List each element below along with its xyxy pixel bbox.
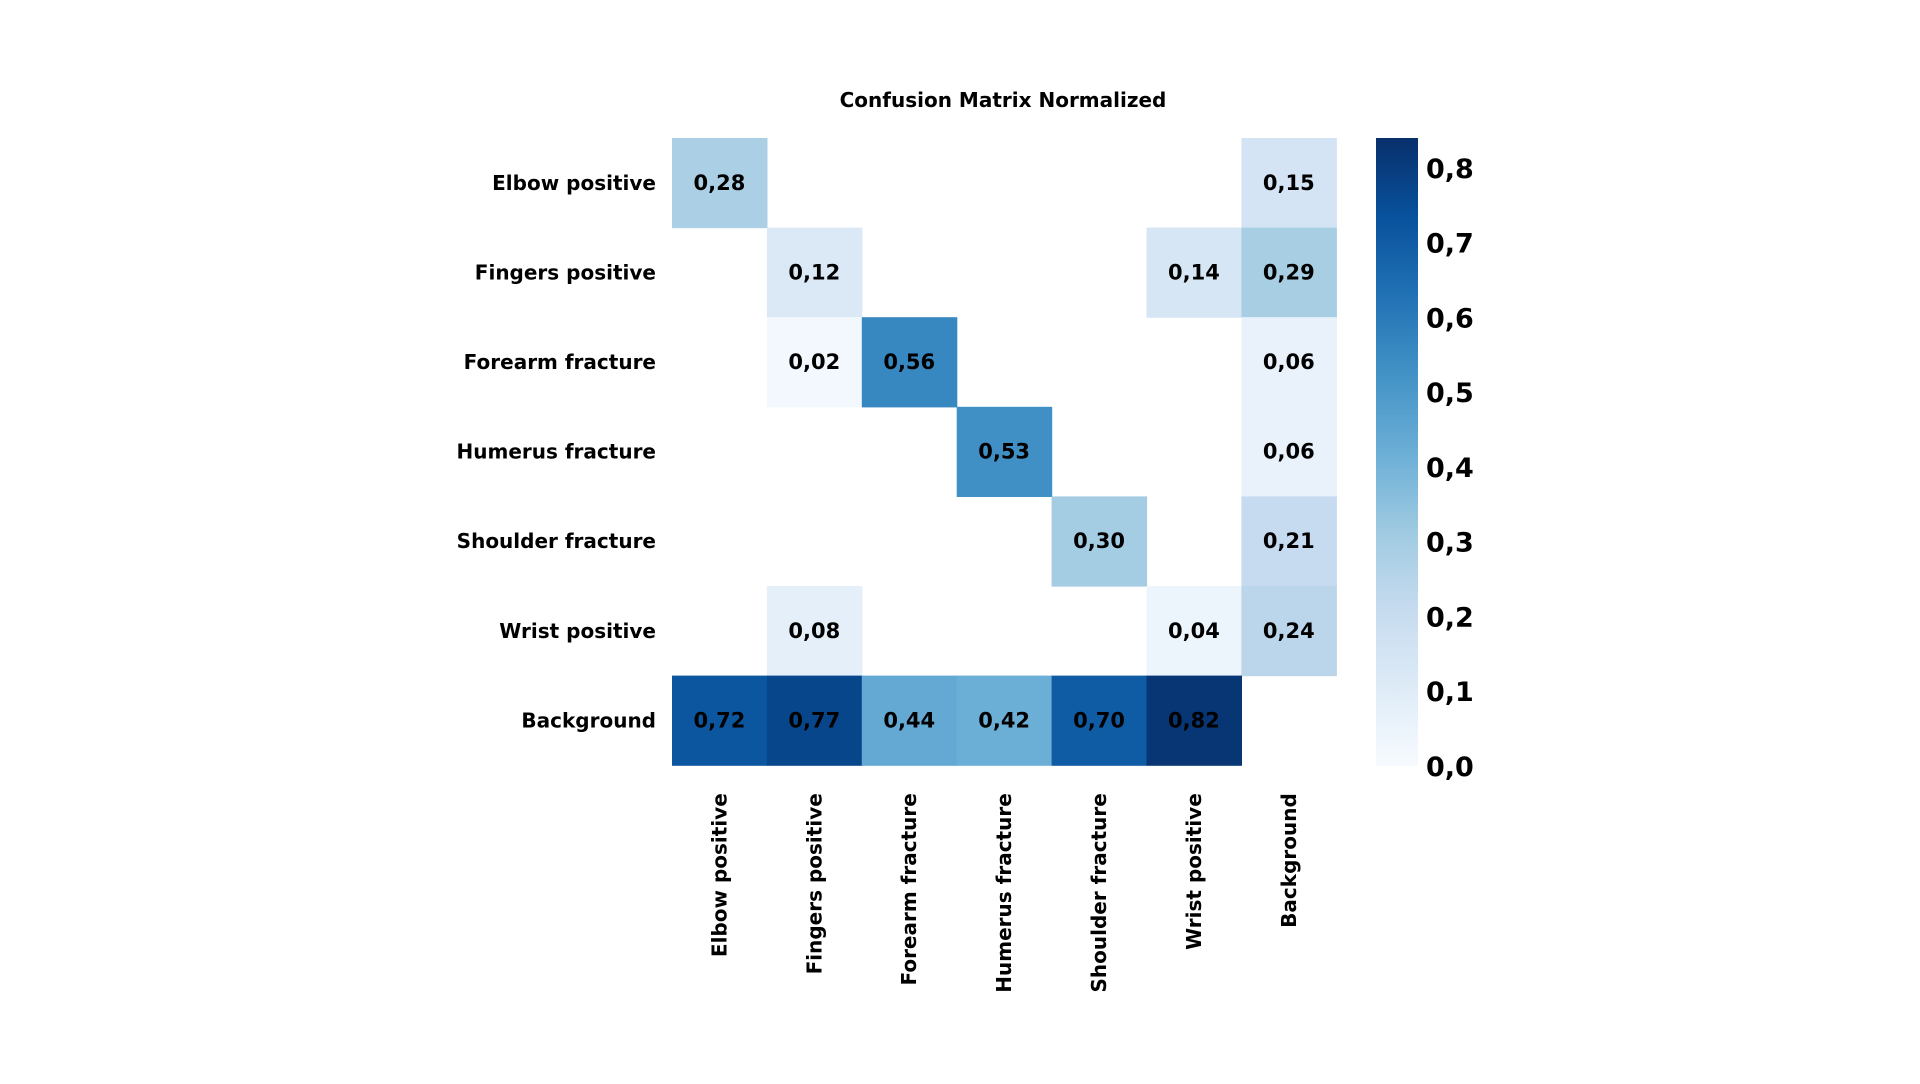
cell-value-label: 0,28 bbox=[694, 171, 746, 195]
column-label-shoulder-fracture: Shoulder fracture bbox=[1087, 793, 1111, 992]
cell-value-label: 0,12 bbox=[788, 260, 840, 284]
row-label-wrist-positive: Wrist positive bbox=[499, 619, 656, 643]
heatmap-cell-forearm-fracture-background bbox=[1241, 317, 1337, 408]
colorbar-ticks: 0,0 0,1 0,2 0,3 0,4 0,5 0,6 0,7 0,8 bbox=[1426, 154, 1474, 783]
cell-value-label: 0,14 bbox=[1168, 260, 1220, 284]
heatmap-cell-forearm-fracture-forearm-fracture bbox=[861, 317, 958, 408]
row-label-fingers-positive: Fingers positive bbox=[475, 260, 656, 284]
column-label-fingers-positive: Fingers positive bbox=[802, 793, 826, 974]
column-labels: Elbow positive Fingers positive Forearm fr… bbox=[707, 793, 1300, 993]
cell-value-label: 0,72 bbox=[694, 708, 746, 732]
colorbar-tick-label: 0,6 bbox=[1426, 303, 1474, 334]
cell-value-label: 0,24 bbox=[1263, 619, 1315, 643]
colorbar bbox=[1376, 138, 1418, 766]
column-label-forearm-fracture: Forearm fracture bbox=[897, 793, 921, 985]
row-labels: Elbow positive Fingers positive Forearm fr… bbox=[457, 171, 657, 733]
cell-value-label: 0,82 bbox=[1168, 708, 1220, 732]
colorbar-tick-label: 0,8 bbox=[1426, 154, 1474, 185]
heatmap-cell-humerus-fracture-background bbox=[1241, 406, 1337, 497]
cell-value-label: 0,21 bbox=[1263, 529, 1315, 553]
column-label-wrist-positive: Wrist positive bbox=[1182, 793, 1206, 950]
column-label-humerus-fracture: Humerus fracture bbox=[992, 793, 1016, 993]
cell-value-label: 0,77 bbox=[788, 708, 840, 732]
heatmap-cell-background-wrist-positive bbox=[1146, 675, 1242, 766]
heatmap-cell-fingers-positive-background bbox=[1241, 227, 1337, 318]
heatmap-cell-background-elbow-positive bbox=[672, 675, 768, 766]
cell-value-label: 0,42 bbox=[978, 708, 1030, 732]
cell-value-label: 0,44 bbox=[883, 708, 935, 732]
cell-value-label: 0,29 bbox=[1263, 260, 1315, 284]
heatmap-cell-wrist-positive-wrist-positive bbox=[1146, 586, 1242, 677]
row-label-shoulder-fracture: Shoulder fracture bbox=[457, 529, 656, 553]
cell-value-label: 0,70 bbox=[1073, 708, 1125, 732]
colorbar-tick-label: 0,3 bbox=[1426, 528, 1474, 559]
colorbar-tick-label: 0,7 bbox=[1426, 229, 1474, 260]
heatmap-cells bbox=[672, 138, 1337, 766]
row-label-forearm-fracture: Forearm fracture bbox=[464, 350, 656, 374]
cell-value-label: 0,15 bbox=[1263, 171, 1315, 195]
heatmap-cell-fingers-positive-fingers-positive bbox=[766, 227, 863, 318]
colorbar-tick-label: 0,5 bbox=[1426, 378, 1474, 409]
cell-value-label: 0,06 bbox=[1263, 440, 1315, 464]
heatmap-cell-background-fingers-positive bbox=[766, 675, 863, 766]
chart-title: Confusion Matrix Normalized bbox=[840, 88, 1167, 112]
cell-value-label: 0,30 bbox=[1073, 529, 1125, 553]
colorbar-tick-label: 0,2 bbox=[1426, 602, 1474, 633]
heatmap-cell-shoulder-fracture-shoulder-fracture bbox=[1051, 496, 1148, 587]
heatmap-cell-background-humerus-fracture bbox=[956, 675, 1053, 766]
column-label-background: Background bbox=[1277, 793, 1301, 928]
cell-value-label: 0,02 bbox=[788, 350, 840, 374]
heatmap-cell-background-shoulder-fracture bbox=[1051, 675, 1148, 766]
colorbar-tick-label: 0,1 bbox=[1426, 677, 1474, 708]
row-label-background: Background bbox=[521, 708, 656, 732]
heatmap-cell-background-forearm-fracture bbox=[861, 675, 958, 766]
heatmap-cell-wrist-positive-background bbox=[1241, 586, 1337, 677]
heatmap-cell-shoulder-fracture-background bbox=[1241, 496, 1337, 587]
colorbar-tick-label: 0,0 bbox=[1426, 752, 1474, 783]
heatmap-cell-humerus-fracture-humerus-fracture bbox=[956, 406, 1053, 497]
cell-value-label: 0,06 bbox=[1263, 350, 1315, 374]
row-label-elbow-positive: Elbow positive bbox=[492, 171, 656, 195]
column-label-elbow-positive: Elbow positive bbox=[707, 793, 731, 957]
cell-value-label: 0,08 bbox=[788, 619, 840, 643]
heatmap-cell-fingers-positive-wrist-positive bbox=[1146, 227, 1242, 318]
heatmap-cell-elbow-positive-background bbox=[1241, 138, 1337, 229]
heatmap-cell-forearm-fracture-fingers-positive bbox=[766, 317, 863, 408]
heatmap-cell-wrist-positive-fingers-positive bbox=[766, 586, 863, 677]
cell-value-label: 0,53 bbox=[978, 440, 1030, 464]
heatmap-cell-labels: 0,28 0,15 0,12 0,14 0,29 0,02 0,56 0,06 0,53 0,06… bbox=[694, 171, 1315, 733]
row-label-humerus-fracture: Humerus fracture bbox=[457, 440, 657, 464]
colorbar-tick-label: 0,4 bbox=[1426, 453, 1474, 484]
cell-value-label: 0,56 bbox=[883, 350, 935, 374]
heatmap-cell-elbow-positive-elbow-positive bbox=[672, 138, 768, 229]
cell-value-label: 0,04 bbox=[1168, 619, 1220, 643]
